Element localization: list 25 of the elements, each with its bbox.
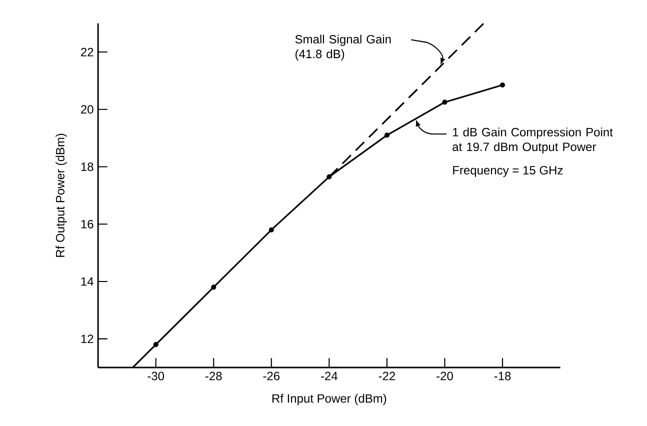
y-tick-label: 12 bbox=[81, 334, 94, 344]
x-axis-title: Rf Input Power (dBm) bbox=[272, 394, 386, 406]
y-tick-label: 20 bbox=[81, 105, 94, 114]
x-tick-label: -22 bbox=[378, 372, 396, 380]
x-tick-label: -24 bbox=[321, 372, 338, 380]
point bbox=[384, 132, 390, 138]
point bbox=[500, 82, 506, 88]
y-tick-label: 22 bbox=[81, 48, 94, 56]
point bbox=[268, 228, 274, 233]
x-tick-label: -28 bbox=[205, 372, 222, 381]
y-axis-title: Rf Output Power (dBm) bbox=[56, 134, 67, 258]
x-tick-label: -20 bbox=[436, 372, 453, 381]
point bbox=[211, 284, 216, 290]
x-tick-label: -26 bbox=[263, 372, 280, 381]
y-tick-label: 18 bbox=[81, 162, 94, 172]
annotation: Small Signal Gain (41.8 dB) bbox=[295, 34, 391, 61]
y-tick-label: 16 bbox=[81, 220, 94, 229]
annotation: 1 dB Gain Compression Point at 19.7 dBm Output Power bbox=[452, 128, 613, 154]
x-tick-label: -18 bbox=[494, 372, 511, 381]
y-tick-label: 14 bbox=[81, 278, 94, 286]
point bbox=[442, 100, 448, 105]
point bbox=[326, 174, 332, 180]
x-tick-label: -30 bbox=[148, 372, 164, 381]
annotation: Frequency = 15 GHz bbox=[453, 166, 563, 178]
point bbox=[153, 342, 158, 348]
